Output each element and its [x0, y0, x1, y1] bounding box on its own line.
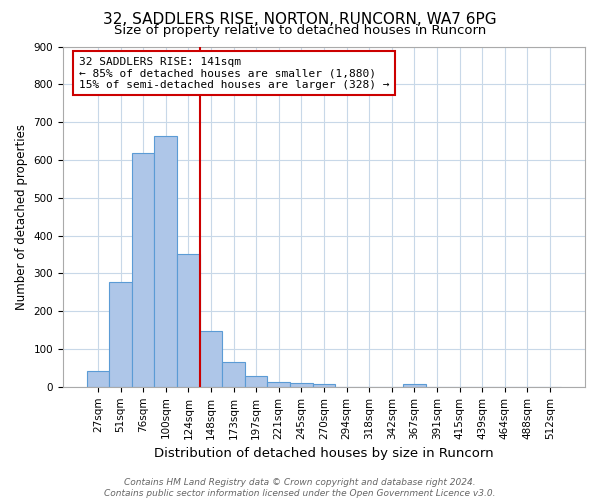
- Bar: [268, 382, 290, 387]
- X-axis label: Distribution of detached houses by size in Runcorn: Distribution of detached houses by size …: [154, 447, 494, 460]
- Bar: [290, 382, 313, 387]
- Text: 32, SADDLERS RISE, NORTON, RUNCORN, WA7 6PG: 32, SADDLERS RISE, NORTON, RUNCORN, WA7 …: [103, 12, 497, 28]
- Text: 32 SADDLERS RISE: 141sqm
← 85% of detached houses are smaller (1,880)
15% of sem: 32 SADDLERS RISE: 141sqm ← 85% of detach…: [79, 56, 389, 90]
- Bar: [313, 384, 335, 387]
- Y-axis label: Number of detached properties: Number of detached properties: [15, 124, 28, 310]
- Text: Size of property relative to detached houses in Runcorn: Size of property relative to detached ho…: [114, 24, 486, 37]
- Text: Contains HM Land Registry data © Crown copyright and database right 2024.
Contai: Contains HM Land Registry data © Crown c…: [104, 478, 496, 498]
- Bar: [245, 376, 268, 387]
- Bar: [154, 136, 177, 387]
- Bar: [109, 282, 132, 387]
- Bar: [200, 331, 222, 387]
- Bar: [403, 384, 425, 387]
- Bar: [177, 254, 200, 387]
- Bar: [132, 153, 154, 387]
- Bar: [222, 362, 245, 387]
- Bar: [86, 371, 109, 387]
